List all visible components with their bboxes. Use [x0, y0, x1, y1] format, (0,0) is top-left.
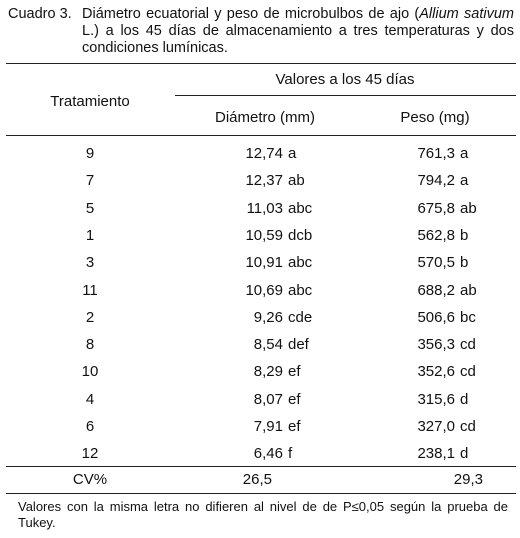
- weight-letters: cd: [460, 336, 476, 354]
- diameter-letters: f: [288, 445, 293, 463]
- weight-value: 688,2: [417, 281, 455, 299]
- diameter-letters: abc: [288, 254, 313, 272]
- diameter-letters: a: [288, 145, 297, 162]
- group-header: Valores a los 45 días: [275, 71, 415, 88]
- rule: [6, 493, 516, 494]
- rule: [6, 466, 516, 467]
- rule: [175, 95, 516, 96]
- treatment: 8: [85, 336, 95, 354]
- weight-value: 315,6: [417, 390, 455, 408]
- diameter-letters: ef: [288, 418, 301, 435]
- diameter-letters: cde: [288, 308, 313, 326]
- diameter-value: 12,74: [245, 145, 283, 162]
- weight-letters: a: [460, 172, 469, 190]
- weight-value: 562,8: [417, 226, 455, 244]
- column-header: Tratamiento: [50, 93, 130, 110]
- diameter-letters: dcb: [288, 226, 313, 244]
- treatment: 1: [85, 226, 95, 244]
- weight-value: 506,6: [417, 308, 455, 326]
- treatment: 10: [81, 363, 99, 381]
- diameter-letters: abc: [288, 199, 313, 217]
- rule: [6, 63, 516, 64]
- cv-value: 29,3: [453, 471, 483, 488]
- treatment: 4: [85, 390, 95, 408]
- treatment: 6: [85, 418, 95, 435]
- weight-value: 356,3: [417, 336, 455, 354]
- weight-letters: ab: [460, 199, 477, 217]
- diameter-value: 6,46: [253, 445, 283, 463]
- treatment: 11: [82, 281, 98, 299]
- weight-letters: bc: [460, 308, 476, 326]
- diameter-value: 10,91: [245, 254, 283, 272]
- weight-value: 794,2: [417, 172, 455, 190]
- diameter-value: 8,29: [253, 363, 283, 381]
- diameter-value: 10,69: [245, 281, 283, 299]
- weight-letters: b: [460, 226, 469, 244]
- weight-value: 238,1: [417, 445, 455, 463]
- weight-letters: d: [460, 445, 469, 463]
- treatment: 5: [85, 199, 95, 217]
- diameter-value: 8,07: [253, 390, 283, 408]
- caption-species: Allium sativum: [419, 6, 514, 22]
- weight-value: 570,5: [417, 254, 455, 272]
- weight-value: 327,0: [417, 418, 455, 435]
- weight-value: 675,8: [417, 199, 455, 217]
- weight-letters: ab: [460, 281, 477, 299]
- weight-letters: cd: [460, 418, 476, 435]
- caption-label: Cuadro 3.: [8, 6, 72, 22]
- diameter-letters: ef: [288, 363, 301, 381]
- diameter-value: 12,37: [245, 172, 283, 190]
- diameter-letters: abc: [288, 281, 313, 299]
- footnote: Valores con la misma letra no difieren a…: [18, 499, 508, 530]
- diameter-letters: def: [288, 336, 309, 354]
- weight-letters: b: [460, 254, 469, 272]
- treatment: 2: [85, 308, 95, 326]
- weight-letters: a: [460, 145, 469, 162]
- caption: Cuadro 3. Diámetro ecuatorial y peso de …: [8, 6, 514, 57]
- weight-value: 352,6: [417, 363, 455, 381]
- caption-text: L.) a los 45 días de almacenamiento a tr…: [82, 23, 514, 56]
- caption-text: Diámetro ecuatorial y peso de microbulbo…: [82, 6, 420, 22]
- treatment: 3: [85, 254, 95, 272]
- treatment: 9: [85, 145, 95, 162]
- treatment: 12: [81, 445, 99, 463]
- weight-letters: d: [460, 390, 469, 408]
- diameter-value: 11,03: [246, 199, 283, 217]
- weight-value: 761,3: [417, 145, 455, 162]
- caption-text: Diámetro ecuatorial y peso de microbulbo…: [82, 6, 514, 57]
- column-header: Diámetro (mm): [215, 109, 315, 126]
- cv-value: 26,5: [242, 471, 272, 488]
- diameter-value: 10,59: [245, 226, 283, 244]
- column-header: Peso (mg): [400, 109, 470, 126]
- diameter-letters: ab: [288, 172, 305, 190]
- rule: [6, 135, 516, 136]
- diameter-value: 9,26: [253, 308, 283, 326]
- cv-label: CV%: [72, 471, 108, 488]
- diameter-value: 7,91: [253, 418, 283, 435]
- diameter-value: 8,54: [253, 336, 283, 354]
- diameter-letters: ef: [288, 390, 301, 408]
- weight-letters: cd: [460, 363, 476, 381]
- treatment: 7: [85, 172, 95, 190]
